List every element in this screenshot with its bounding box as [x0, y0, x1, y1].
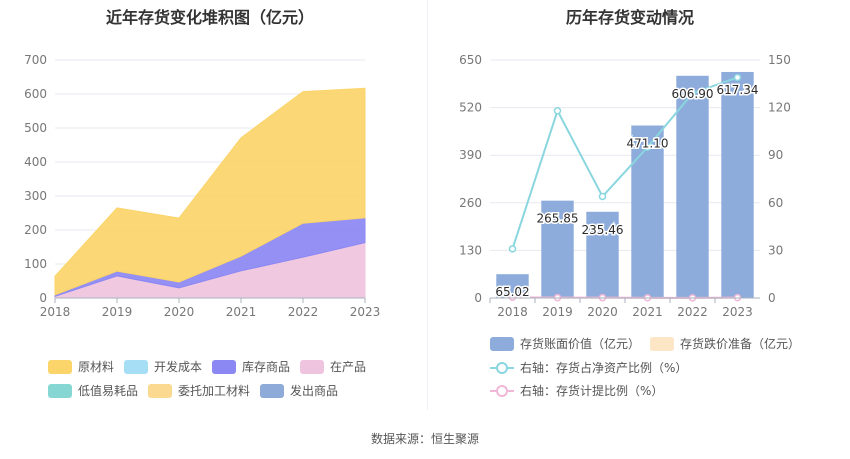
y-tick-label: 0: [39, 291, 47, 305]
legend-label: 存货跌价准备（亿元）: [680, 337, 801, 351]
panel-divider: [427, 0, 428, 410]
legend-swatch: [490, 337, 514, 351]
legend-label: 发出商品: [290, 384, 339, 398]
y-tick-label: 400: [24, 155, 47, 169]
bar-book-value: [586, 211, 619, 298]
bar-book-value: [496, 274, 529, 298]
x-tick-label: 2018: [497, 305, 528, 319]
y-tick-label: 700: [24, 53, 47, 67]
y2-tick-label: 120: [768, 101, 791, 115]
bar-book-value: [631, 125, 664, 299]
line-inventory-ratio: [511, 76, 738, 250]
legend-swatch: [260, 384, 284, 398]
right-bar-chart: 0 130 260 390 520 650 0 30 60 90 120 150 65.02 265.85…: [459, 53, 791, 319]
x-tick-label: 2021: [632, 305, 663, 319]
y2-tick-label: 30: [768, 243, 783, 257]
x-tick-label: 2019: [102, 305, 133, 319]
y2-tick-label: 0: [768, 291, 776, 305]
legend-line-marker: [490, 362, 514, 374]
x-tick-label: 2023: [350, 305, 381, 319]
line-point: [598, 192, 607, 201]
bar-data-label: 65.02: [495, 285, 529, 299]
x-tick-label: 2020: [164, 305, 195, 319]
legend-swatch: [212, 360, 236, 374]
legend-swatch: [48, 384, 72, 398]
bar-data-label: 235.46: [582, 223, 624, 237]
x-tick-label: 2019: [542, 305, 573, 319]
line-point: [508, 245, 517, 253]
x-tick-label: 2022: [677, 305, 708, 319]
x-tick-label: 2018: [40, 305, 71, 319]
left-area-chart: 0 100 200 300 400 500 600 700 2018 2019 2020 2021 20…: [24, 53, 381, 319]
line-point: [688, 89, 697, 98]
y-tick-label: 520: [459, 101, 482, 115]
line-point: [643, 143, 652, 152]
y-tick-label: 130: [459, 243, 482, 257]
legend-label: 库存商品: [242, 360, 291, 374]
y-tick-label: 260: [459, 196, 482, 210]
y-tick-label: 200: [24, 223, 47, 237]
bar-book-value: [676, 75, 709, 298]
legend-swatch: [124, 360, 148, 374]
y2-tick-label: 90: [768, 148, 783, 162]
legend-line-marker: [490, 385, 514, 397]
line-point: [733, 73, 742, 82]
legend-swatch: [48, 360, 72, 374]
data-source-note: 数据来源：恒生聚源: [370, 432, 479, 446]
right-chart-title: 历年存货变动情况: [565, 8, 694, 27]
area-series: [54, 87, 366, 296]
y-tick-label: 600: [24, 87, 47, 101]
y-tick-label: 650: [459, 53, 482, 67]
bar-data-label: 471.10: [627, 137, 669, 151]
legend-label: 右轴：存货占净资产比例（%）: [520, 361, 688, 375]
left-chart-title: 近年存货变化堆积图（亿元）: [105, 8, 314, 27]
y-tick-label: 100: [24, 257, 47, 271]
legend-label: 原材料: [78, 360, 115, 374]
legend-label: 在产品: [330, 360, 367, 374]
bar-book-value: [721, 71, 754, 298]
bar-book-value: [541, 200, 574, 298]
legend-label: 右轴：存货计提比例（%）: [520, 384, 664, 398]
y-tick-label: 390: [459, 148, 482, 162]
legend-label: 开发成本: [154, 360, 203, 374]
bar-data-label: 606.90: [672, 87, 714, 101]
legend-swatch: [650, 337, 674, 351]
y2-tick-label: 150: [768, 53, 791, 67]
legend-swatch: [300, 360, 324, 374]
legend-swatch: [148, 384, 172, 398]
x-tick-label: 2020: [587, 305, 618, 319]
line-point: [508, 293, 517, 301]
x-tick-label: 2023: [722, 305, 753, 319]
line-point: [553, 107, 562, 115]
y-tick-label: 0: [474, 291, 482, 305]
y2-tick-label: 60: [768, 196, 783, 210]
legend-label: 委托加工材料: [178, 384, 251, 398]
x-tick-label: 2021: [226, 305, 257, 319]
y-tick-label: 300: [24, 189, 47, 203]
legend-label: 低值易耗品: [78, 384, 139, 398]
x-tick-label: 2022: [288, 305, 319, 319]
bar-data-label: 617.34: [717, 83, 759, 97]
y-tick-label: 500: [24, 121, 47, 135]
bar-data-label: 265.85: [537, 212, 579, 226]
legend-label: 存货账面价值（亿元）: [520, 337, 641, 351]
